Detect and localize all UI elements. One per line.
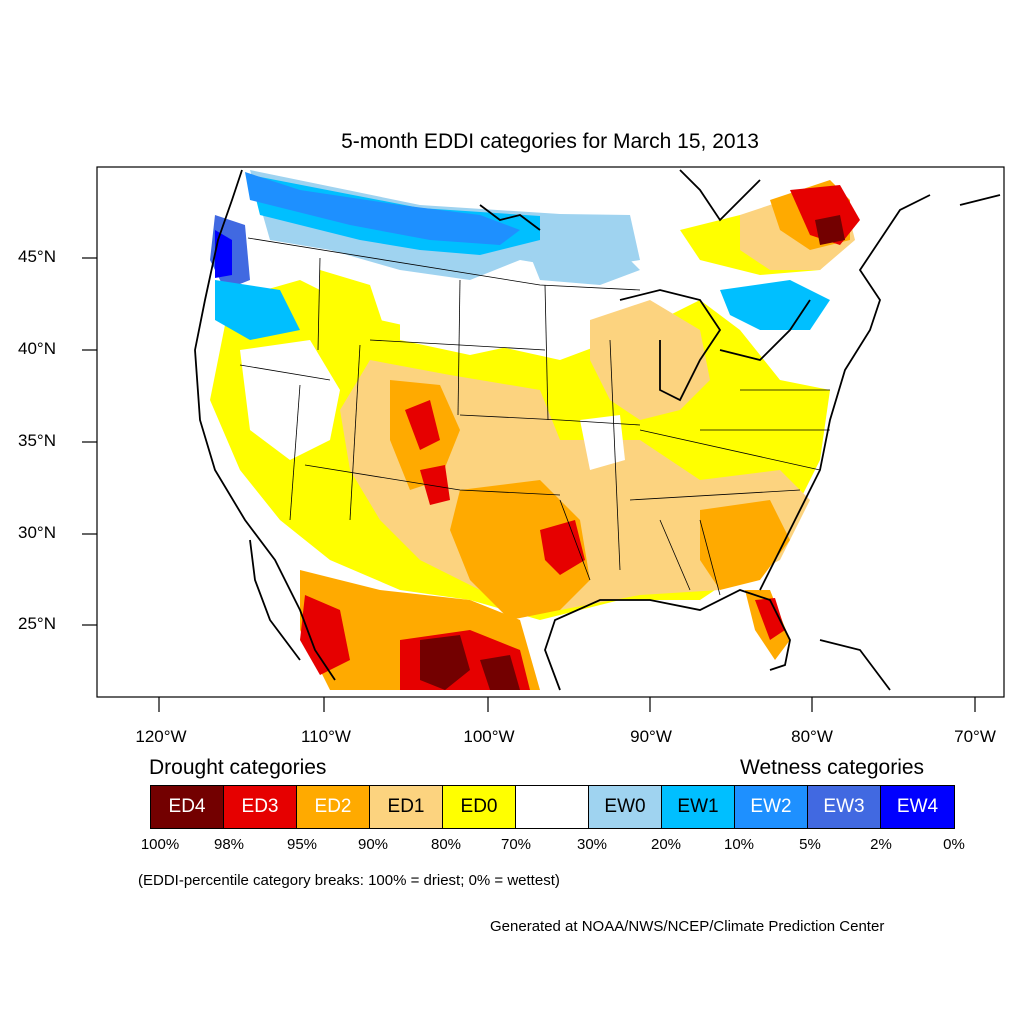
region-ed0-montana (320, 270, 385, 340)
percentile-label: 80% (430, 836, 462, 853)
coastlines (194, 169, 1001, 691)
percentile-label: 70% (500, 836, 532, 853)
region-ew1-pacific (215, 280, 300, 340)
lat-label-45: 45°N (18, 247, 56, 266)
percentile-label: 0% (943, 836, 965, 853)
legend-box-ed4: ED4 (151, 786, 224, 828)
lat-label-35: 35°N (18, 431, 56, 450)
region-ed1-michigan (590, 300, 710, 420)
region-ed2-southeast (700, 500, 790, 590)
region-ed4-canada (815, 215, 845, 245)
lon-label-100: 100°W (463, 727, 515, 746)
legend-box-ew1: EW1 (662, 786, 735, 828)
lat-label-25: 25°N (18, 614, 56, 633)
legend-box-ed2: ED2 (297, 786, 370, 828)
region-ew0-montana (530, 250, 640, 285)
lon-label-90: 90°W (630, 727, 672, 746)
lat-ticks (82, 257, 97, 626)
percentile-label: 90% (357, 836, 389, 853)
percentile-label: 5% (799, 836, 821, 853)
legend-box-ed1: ED1 (370, 786, 443, 828)
region-ed3-florida (755, 598, 785, 640)
region-ed3-newmexico (420, 465, 450, 505)
legend-box-ew4: EW4 (881, 786, 954, 828)
category-note: (EDDI-percentile category breaks: 100% =… (138, 872, 560, 889)
region-ed3-colorado (405, 400, 440, 450)
legend-box-ew0: EW0 (589, 786, 662, 828)
state-boundaries (239, 237, 830, 596)
region-ed4-texas (420, 635, 470, 690)
region-ed3-oklahoma (540, 520, 585, 575)
percentile-label: 20% (650, 836, 682, 853)
region-ed4-rio (480, 655, 520, 690)
region-ed3-mexico (300, 595, 350, 675)
percentile-label: 95% (286, 836, 318, 853)
region-ew1-greatlakes (720, 280, 830, 330)
region-ew2-north (245, 172, 520, 245)
lat-label-40: 40°N (18, 339, 56, 358)
lon-label-70: 70°W (954, 727, 996, 746)
lon-label-120: 120°W (135, 727, 187, 746)
lat-label-30: 30°N (18, 523, 56, 542)
region-white-dakota (400, 280, 540, 355)
map-frame (96, 166, 1005, 698)
region-ew4-coast (215, 230, 232, 278)
percentile-label: 2% (870, 836, 892, 853)
lon-label-80: 80°W (791, 727, 833, 746)
percentile-label: 30% (576, 836, 608, 853)
legend-box-normal (516, 786, 589, 828)
percentile-label: 98% (213, 836, 245, 853)
legend-box-ew3: EW3 (808, 786, 881, 828)
region-white-great-basin (240, 340, 340, 460)
legend-box-ed3: ED3 (224, 786, 297, 828)
map-title: 5-month EDDI categories for March 15, 20… (341, 130, 759, 153)
percentile-label: 10% (723, 836, 755, 853)
credit-line: Generated at NOAA/NWS/NCEP/Climate Predi… (490, 918, 885, 935)
region-ed2-plains (450, 480, 590, 620)
lon-ticks (158, 697, 976, 712)
percentile-label: 100% (140, 836, 180, 853)
wetness-categories-title: Wetness categories (740, 756, 925, 779)
legend-box-ed0: ED0 (443, 786, 516, 828)
category-legend: ED4 ED3 ED2 ED1 ED0 EW0 EW1 EW2 EW3 EW4 (150, 785, 955, 829)
lon-label-110: 110°W (301, 727, 351, 746)
drought-categories-title: Drought categories (149, 756, 327, 779)
legend-box-ew2: EW2 (735, 786, 808, 828)
